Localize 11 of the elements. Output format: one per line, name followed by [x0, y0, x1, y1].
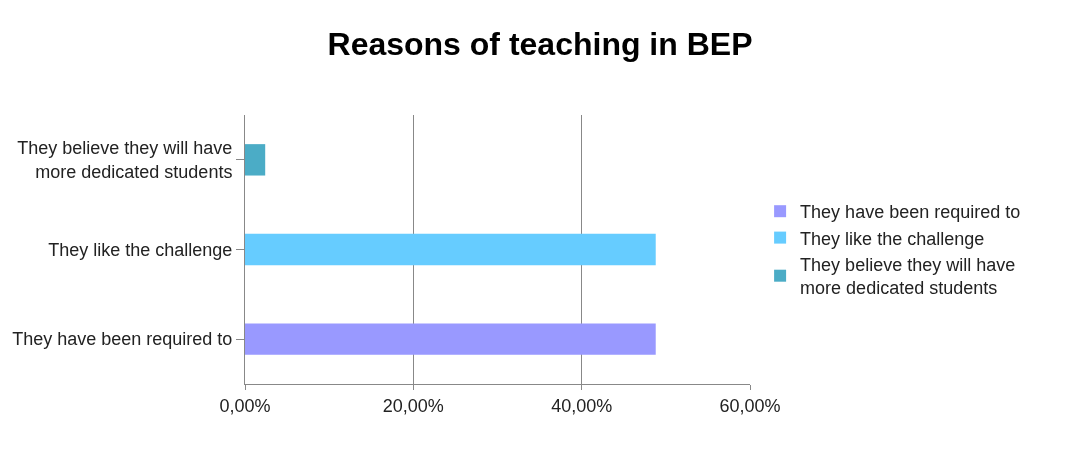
y-tick-label: They have been required to — [12, 329, 233, 350]
legend-label: They have been required to — [800, 202, 1021, 223]
x-tick-label: 60,00% — [719, 395, 781, 416]
legend-label: They believe they will have more dedicated students — [800, 255, 1016, 299]
y-tick-label: They like the challenge — [48, 239, 233, 260]
legend-label: They like the challenge — [800, 228, 985, 249]
x-tick-label: 40,00% — [551, 395, 613, 416]
y-tick-label: They believe they will have more dedicated students — [17, 138, 233, 182]
x-tick-label: 0,00% — [219, 395, 271, 416]
chart-title: Reasons of teaching in BEP — [327, 25, 753, 62]
x-tick-label: 20,00% — [382, 395, 444, 416]
